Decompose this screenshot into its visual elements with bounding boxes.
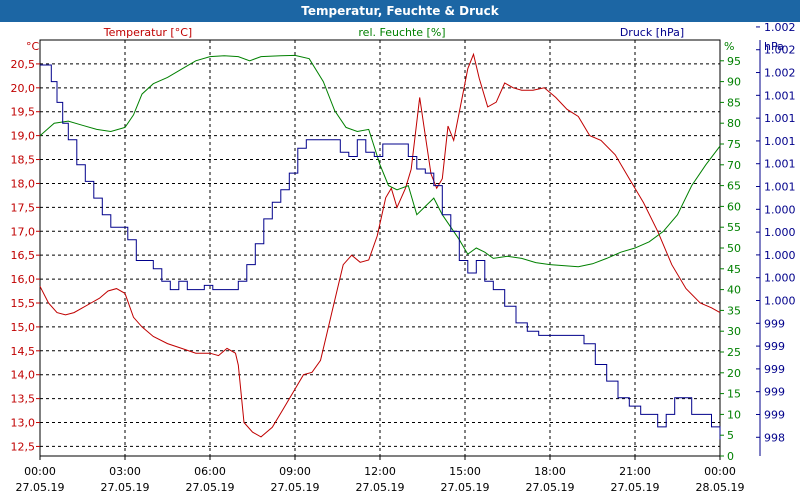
y-tick-label-pressure: 998: [764, 431, 785, 444]
humidity-line: [39, 54, 721, 268]
pressure-unit: hPa: [764, 40, 784, 53]
x-tick-date: 27.05.19: [271, 481, 320, 494]
y-tick-label-temperature: 19,5: [11, 106, 36, 119]
y-tick-label-pressure: 999: [764, 363, 785, 376]
y-tick-label-humidity: 65: [727, 180, 741, 193]
x-tick-time: 00:00: [704, 465, 736, 478]
y-tick-label-temperature: 20,0: [11, 82, 36, 95]
y-tick-label-humidity: 70: [727, 159, 741, 172]
humidity-unit: %: [724, 40, 734, 53]
y-tick-label-humidity: 40: [727, 284, 741, 297]
x-tick-date: 27.05.19: [611, 481, 660, 494]
x-tick-time: 06:00: [194, 465, 226, 478]
series-lines: [39, 52, 721, 440]
y-tick-label-pressure: 1.002: [764, 22, 796, 34]
y-tick-label-humidity: 75: [727, 138, 741, 151]
pressure-axis-title: Druck [hPa]: [620, 26, 684, 39]
y-tick-label-humidity: 85: [727, 96, 741, 109]
y-tick-label-pressure: 1.001: [764, 181, 796, 194]
y-tick-label-humidity: 45: [727, 263, 741, 276]
humidity-axis-title: rel. Feuchte [%]: [358, 26, 445, 39]
y-tick-label-pressure: 1.001: [764, 135, 796, 148]
y-tick-label-pressure: 1.000: [764, 294, 796, 307]
y-tick-label-temperature: 12,5: [11, 440, 36, 453]
y-tick-label-temperature: 15,0: [11, 321, 36, 334]
y-tick-label-pressure: 1.000: [764, 249, 796, 262]
y-tick-label-pressure: 1.001: [764, 158, 796, 171]
y-tick-label-temperature: 19,0: [11, 130, 36, 143]
x-tick-time: 18:00: [534, 465, 566, 478]
x-tick-time: 09:00: [279, 465, 311, 478]
x-tick-date: 27.05.19: [441, 481, 490, 494]
y-tick-label-pressure: 1.002: [764, 67, 796, 80]
y-tick-label-temperature: 18,0: [11, 177, 36, 190]
plot-area: [39, 39, 721, 457]
x-tick-date: 27.05.19: [356, 481, 405, 494]
y-tick-label-humidity: 25: [727, 346, 741, 359]
chart-area: °C% hPa Temperatur [°C] rel. Feuchte [%] Dru…: [11, 22, 796, 494]
y-tick-label-temperature: 14,5: [11, 345, 36, 358]
y-tick-label-pressure: 1.002: [764, 44, 796, 57]
y-tick-label-temperature: 13,5: [11, 393, 36, 406]
chart-title: Temperatur, Feuchte & Druck: [0, 0, 800, 22]
y-tick-label-temperature: 17,5: [11, 201, 36, 214]
y-tick-label-temperature: 17,0: [11, 225, 36, 238]
y-tick-label-pressure: 999: [764, 386, 785, 399]
y-tick-label-humidity: 60: [727, 200, 741, 213]
y-tick-label-temperature: 15,5: [11, 297, 36, 310]
y-tick-label-temperature: 18,5: [11, 154, 36, 167]
y-tick-label-temperature: 16,5: [11, 249, 36, 262]
y-tick-label-humidity: 80: [727, 117, 741, 130]
y-tick-label-pressure: 1.001: [764, 89, 796, 102]
y-tick-label-humidity: 90: [727, 76, 741, 89]
pressure-line: [40, 64, 721, 440]
y-tick-label-temperature: 20,5: [11, 58, 36, 71]
y-tick-label-pressure: 1.000: [764, 226, 796, 239]
axis-labels: °C% hPa Temperatur [°C] rel. Feuchte [%] Dru…: [26, 26, 784, 53]
y-tick-label-temperature: 13,0: [11, 417, 36, 430]
y-tick-label-pressure: 999: [764, 317, 785, 330]
y-tick-label-humidity: 55: [727, 221, 741, 234]
y-tick-label-pressure: 1.000: [764, 203, 796, 216]
y-tick-label-humidity: 10: [727, 408, 741, 421]
y-tick-label-pressure: 999: [764, 340, 785, 353]
y-tick-label-humidity: 5: [727, 429, 734, 442]
temperature-line: [39, 52, 721, 438]
y-tick-label-temperature: 14,0: [11, 369, 36, 382]
x-tick-time: 12:00: [364, 465, 396, 478]
y-tick-label-humidity: 20: [727, 367, 741, 380]
tick-labels: 00:00 27.05.19 03:00 27.05.19 06:00 27.05.19 0…: [11, 22, 796, 494]
y-tick-label-temperature: 16,0: [11, 273, 36, 286]
x-tick-time: 15:00: [449, 465, 481, 478]
y-tick-label-pressure: 1.001: [764, 112, 796, 125]
x-tick-time: 00:00: [24, 465, 56, 478]
temperature-unit: °C: [26, 40, 40, 53]
temperature-axis-title: Temperatur [°C]: [103, 26, 192, 39]
y-tick-label-humidity: 0: [727, 450, 734, 463]
y-tick-label-humidity: 30: [727, 325, 741, 338]
x-tick-time: 03:00: [109, 465, 141, 478]
y-tick-label-pressure: 1.000: [764, 272, 796, 285]
y-tick-label-humidity: 15: [727, 388, 741, 401]
x-tick-time: 21:00: [619, 465, 651, 478]
y-tick-label-humidity: 35: [727, 304, 741, 317]
y-tick-label-humidity: 50: [727, 242, 741, 255]
y-tick-label-humidity: 95: [727, 55, 741, 68]
y-tick-label-pressure: 999: [764, 408, 785, 421]
x-tick-date: 27.05.19: [526, 481, 575, 494]
x-tick-date: 28.05.19: [696, 481, 745, 494]
x-tick-date: 27.05.19: [186, 481, 235, 494]
x-tick-date: 27.05.19: [16, 481, 65, 494]
x-tick-date: 27.05.19: [101, 481, 150, 494]
